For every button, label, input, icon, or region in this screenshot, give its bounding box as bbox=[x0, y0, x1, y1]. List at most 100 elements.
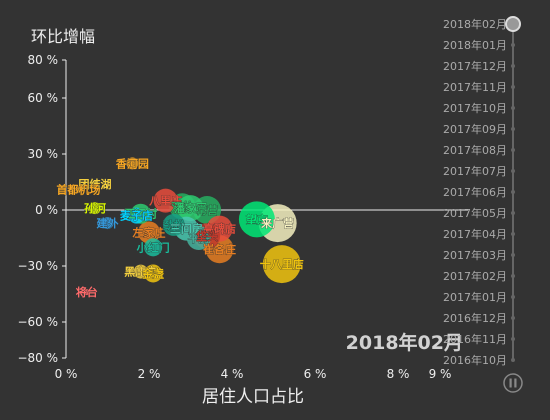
bubble-label: 三间房 bbox=[170, 222, 203, 236]
timeline-dot[interactable] bbox=[511, 211, 515, 215]
bubble-label: 亚运村 bbox=[124, 207, 157, 221]
bubble[interactable] bbox=[101, 217, 114, 230]
bubble[interactable] bbox=[238, 201, 275, 238]
timeline-handle[interactable] bbox=[505, 16, 521, 32]
bubble[interactable] bbox=[144, 238, 163, 257]
timeline-dot[interactable] bbox=[511, 169, 515, 173]
y-tick-label: −80 % bbox=[17, 351, 58, 365]
bubble[interactable] bbox=[144, 264, 163, 283]
timeline-item[interactable]: 2017年05月 bbox=[443, 206, 507, 220]
timeline-dot[interactable] bbox=[511, 43, 515, 47]
bubble-label: 高碑店 bbox=[203, 222, 236, 236]
timeline-dot[interactable] bbox=[511, 190, 515, 194]
timeline-item[interactable]: 2017年03月 bbox=[443, 248, 507, 262]
y-tick-label: −60 % bbox=[17, 315, 58, 329]
bubble-label: 双井 bbox=[171, 199, 193, 213]
y-tick-label: −30 % bbox=[17, 259, 58, 273]
y-tick-label: 30 % bbox=[28, 147, 59, 161]
bubble-label: 来广营 bbox=[260, 216, 294, 230]
timeline-item[interactable]: 2017年02月 bbox=[443, 269, 507, 283]
timeline-item[interactable]: 2017年04月 bbox=[443, 227, 507, 241]
timeline-item[interactable]: 2017年01月 bbox=[443, 290, 507, 304]
bubble[interactable] bbox=[126, 157, 139, 170]
timeline-dot[interactable] bbox=[511, 358, 515, 362]
bubble[interactable] bbox=[83, 289, 90, 296]
x-tick-label: 2 % bbox=[138, 367, 161, 381]
timeline-item[interactable]: 2017年06月 bbox=[443, 185, 507, 199]
timeline-item[interactable]: 2017年12月 bbox=[443, 59, 507, 73]
pause-icon bbox=[509, 378, 512, 388]
bubble-label: 崔各庄 bbox=[202, 242, 236, 256]
bubble[interactable] bbox=[153, 188, 178, 213]
timeline-dot[interactable] bbox=[511, 337, 515, 341]
bubble-label: 香河园 bbox=[115, 156, 149, 170]
bubble-label: 左家庄 bbox=[132, 225, 166, 239]
bubble-label: 平房 bbox=[188, 231, 210, 245]
timeline-dot[interactable] bbox=[511, 64, 515, 68]
timeline-dot[interactable] bbox=[511, 232, 515, 236]
bubble-label: 劲松 bbox=[163, 218, 185, 232]
timeline-item[interactable]: 2017年10月 bbox=[443, 101, 507, 115]
y-axis-title: 环比增幅 bbox=[31, 27, 95, 46]
x-tick-label: 0 % bbox=[55, 367, 78, 381]
bubble-label: 垡头 bbox=[196, 229, 218, 243]
pause-icon bbox=[514, 378, 517, 388]
bubble-label: 建外 bbox=[97, 216, 119, 230]
timeline-item[interactable]: 2017年11月 bbox=[443, 80, 507, 94]
bubble[interactable] bbox=[133, 264, 148, 279]
bubble-label: 首都机场 bbox=[56, 182, 100, 196]
pause-button[interactable] bbox=[503, 373, 523, 393]
bubble-label: 麦子店 bbox=[120, 209, 153, 223]
bubble[interactable] bbox=[177, 195, 204, 222]
timeline-dot[interactable] bbox=[511, 295, 515, 299]
timeline[interactable]: 2018年02月 2018年01月 2017年12月 2017年11月 2017年10月… bbox=[443, 16, 523, 393]
x-tick-label: 6 % bbox=[304, 367, 327, 381]
bubble-label: 潘家园 bbox=[174, 201, 207, 215]
x-tick-label: 9 % bbox=[429, 367, 452, 381]
bubble-label: 将台 bbox=[76, 285, 98, 299]
timeline-dot[interactable] bbox=[511, 253, 515, 257]
bubble[interactable] bbox=[92, 180, 99, 187]
timeline-item[interactable]: 2017年08月 bbox=[443, 143, 507, 157]
x-axis-label: 居住人口占比 bbox=[202, 387, 304, 407]
timeline-dot[interactable] bbox=[511, 316, 515, 320]
timeline-item[interactable]: 2016年11月 bbox=[443, 332, 507, 346]
y-tick-label: 0 % bbox=[35, 203, 58, 217]
y-tick-label: 60 % bbox=[28, 91, 59, 105]
timeline-item[interactable]: 2017年09月 bbox=[443, 122, 507, 136]
y-axis-label: 环比增幅 bbox=[31, 27, 95, 46]
bubble-label: 小红门 bbox=[136, 240, 170, 254]
timeline-dot[interactable] bbox=[511, 127, 515, 131]
timeline-dot[interactable] bbox=[511, 106, 515, 110]
bubble[interactable] bbox=[138, 221, 160, 244]
bubble[interactable] bbox=[262, 245, 301, 284]
y-tick-label: 80 % bbox=[28, 53, 59, 67]
bubble[interactable] bbox=[75, 186, 82, 193]
bubble-label: 十八里店 bbox=[260, 257, 304, 271]
bubble-label: 团结湖 bbox=[79, 177, 112, 191]
bubble[interactable] bbox=[89, 202, 102, 215]
timeline-item[interactable]: 2017年07月 bbox=[443, 164, 507, 178]
bubble[interactable] bbox=[128, 207, 145, 224]
bubble-label: 金盏 bbox=[141, 266, 164, 280]
y-axis: 80 % 60 % 30 % 0 % −30 % −60 % −80 % bbox=[17, 53, 67, 365]
timeline-item[interactable]: 2018年02月 bbox=[443, 17, 507, 31]
timeline-dot[interactable] bbox=[511, 274, 515, 278]
x-tick-label: 8 % bbox=[387, 367, 410, 381]
bubble-label: 常营 bbox=[196, 203, 218, 217]
bubble[interactable] bbox=[162, 213, 185, 236]
x-tick-label: 4 % bbox=[221, 367, 244, 381]
bubble-label: 孙河 bbox=[84, 201, 106, 215]
timeline-item[interactable]: 2018年01月 bbox=[443, 38, 507, 52]
timeline-item[interactable]: 2016年10月 bbox=[443, 353, 507, 367]
bubble-label: 望京 bbox=[246, 212, 268, 226]
pause-icon-ring bbox=[503, 373, 523, 393]
bubble-layer bbox=[75, 157, 301, 296]
bubble-label: 黑庄户 bbox=[124, 265, 157, 279]
timeline-dot[interactable] bbox=[511, 148, 515, 152]
timeline-item[interactable]: 2016年12月 bbox=[443, 311, 507, 325]
timeline-dot[interactable] bbox=[511, 85, 515, 89]
bubble[interactable] bbox=[186, 226, 211, 250]
